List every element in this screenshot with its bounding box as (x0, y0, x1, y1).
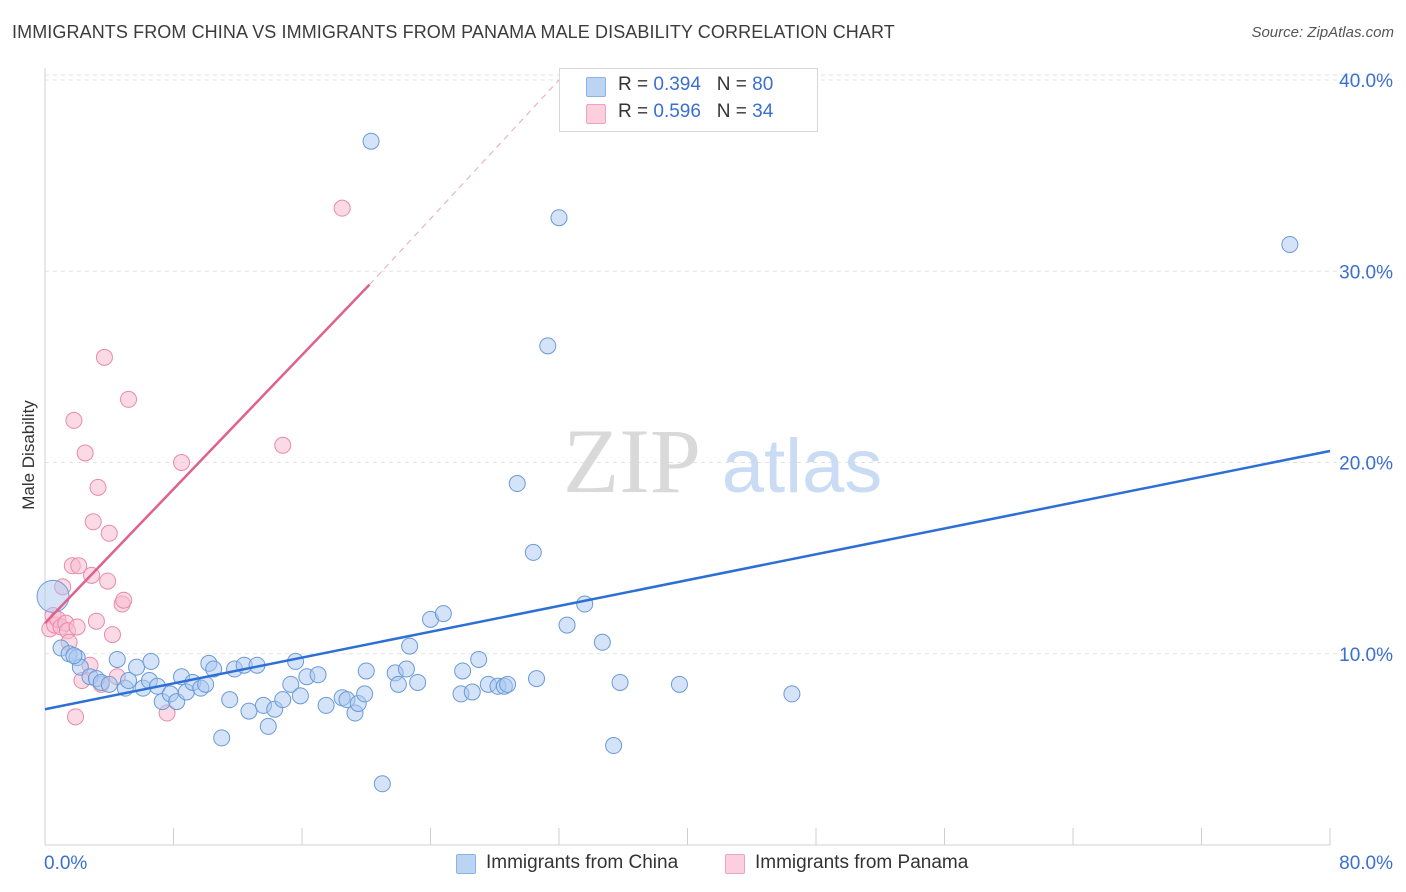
data-point-china (142, 652, 160, 670)
data-point-china (65, 647, 83, 665)
data-point-china (605, 737, 623, 755)
data-point-china (454, 662, 472, 680)
legend-n-label: N = (716, 74, 753, 95)
data-point-panama (173, 454, 191, 471)
data-point-china (409, 673, 427, 691)
china-n-value: 80 (752, 74, 774, 95)
correlation-legend: R = 0.394 N = 80 R = 0.596 N = 34 (559, 68, 818, 132)
data-point-panama (100, 524, 118, 542)
data-point-china (282, 675, 300, 693)
panama-n-value: 34 (752, 101, 774, 122)
data-point-china (317, 696, 335, 714)
legend-r-label: R = (618, 101, 654, 122)
y-tick-label: 20.0% (1339, 454, 1393, 475)
data-point-panama (65, 411, 83, 429)
data-point-china (287, 652, 305, 670)
data-point-china (434, 605, 452, 623)
trendlines (44, 79, 1331, 711)
data-point-china (539, 337, 557, 355)
data-point-china (120, 672, 138, 690)
data-point-china (128, 658, 146, 676)
data-point-china (36, 579, 70, 613)
y-tick-label: 30.0% (1339, 262, 1393, 283)
legend-r-label: R = (618, 74, 654, 95)
data-point-china (470, 650, 488, 668)
panama-legend-label: Immigrants from Panama (755, 852, 969, 873)
data-point-china (221, 691, 239, 709)
data-point-china (274, 691, 292, 709)
data-point-china (508, 475, 526, 493)
china-legend-swatch (456, 854, 476, 874)
data-point-panama (99, 572, 117, 590)
legend-n-label: N = (716, 101, 753, 122)
data-point-panama (103, 626, 121, 644)
data-point-china (108, 650, 126, 668)
data-point-china (291, 687, 309, 705)
data-point-panama (95, 348, 113, 366)
data-point-china (611, 673, 629, 691)
data-point-panama (120, 390, 138, 408)
data-point-china (309, 666, 327, 684)
data-point-china (389, 675, 407, 693)
data-point-panama (87, 612, 105, 630)
data-point-china (558, 616, 576, 634)
y-tick-label: 40.0% (1339, 71, 1393, 92)
data-point-panama (68, 618, 86, 636)
data-point-china (670, 675, 688, 693)
data-point-china (499, 675, 517, 693)
data-point-china (362, 132, 380, 150)
data-point-panama (70, 557, 88, 575)
data-point-china (528, 670, 546, 688)
data-point-china (463, 683, 481, 701)
data-point-panama (89, 478, 107, 496)
data-point-china (1281, 235, 1299, 253)
data-point-panama (333, 199, 351, 217)
data-point-panama (274, 436, 292, 454)
series-china-points (36, 132, 1299, 793)
data-point-china (401, 637, 419, 655)
china-swatch (586, 77, 606, 97)
data-point-china (213, 729, 231, 747)
x-tick-label: 0.0% (44, 853, 87, 874)
data-point-china (357, 662, 375, 680)
data-point-panama (84, 513, 102, 531)
y-tick-label: 10.0% (1339, 645, 1393, 666)
china-legend-label: Immigrants from China (486, 852, 679, 873)
data-point-china (593, 633, 611, 651)
data-point-china (259, 717, 277, 735)
data-point-china (100, 675, 118, 693)
data-point-china (373, 775, 391, 793)
china-r-value: 0.394 (653, 74, 701, 95)
tick-labels: 10.0% 20.0% 30.0% 40.0% 0.0% 80.0% (44, 71, 1393, 874)
y-axis-label: Male Disability (19, 400, 38, 510)
watermark-atlas: atlas (722, 424, 883, 509)
gridlines (45, 74, 1392, 655)
trendline-panama (44, 283, 371, 625)
chart-title: IMMIGRANTS FROM CHINA VS IMMIGRANTS FROM… (12, 22, 895, 42)
panama-r-value: 0.596 (653, 101, 701, 122)
axes (44, 68, 1331, 846)
data-point-panama (67, 708, 85, 726)
data-point-china (524, 543, 542, 561)
watermark: ZIP atlas (563, 410, 882, 512)
data-point-panama (76, 444, 94, 462)
data-point-china (240, 702, 258, 720)
data-point-china (356, 685, 374, 703)
watermark-zip: ZIP (563, 410, 701, 512)
trendline-panama-extension (369, 79, 560, 286)
panama-legend-swatch (725, 854, 745, 874)
data-point-china (550, 209, 568, 227)
data-point-china (397, 660, 415, 678)
x-tick-label: 80.0% (1339, 853, 1393, 874)
panama-swatch (586, 104, 606, 124)
source-note: Source: ZipAtlas.com (1251, 24, 1394, 41)
data-point-china (205, 660, 223, 678)
trendline-china (44, 449, 1331, 711)
data-point-china (783, 685, 801, 703)
data-point-panama (115, 591, 133, 609)
